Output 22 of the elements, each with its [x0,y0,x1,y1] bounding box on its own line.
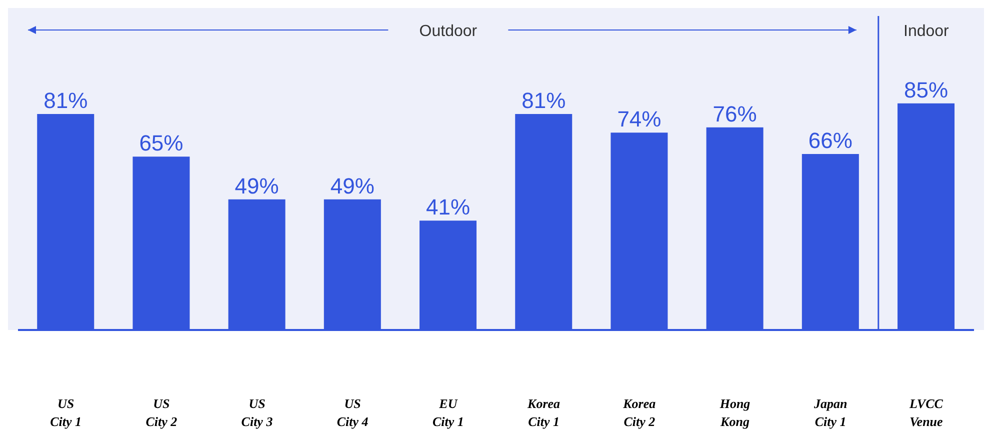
data-label: 66% [808,128,852,153]
x-tick-label: US City 3 [241,396,274,429]
data-label: 81% [522,88,566,113]
x-tick-label: US City 2 [146,396,178,429]
x-tick-label: US City 4 [336,396,369,429]
data-label: 76% [712,101,757,126]
x-tick-label: EU City 1 [432,396,464,429]
data-label: 81% [44,88,88,113]
x-tick-label: Korea City 1 [526,396,561,429]
data-label: 74% [617,106,662,132]
data-label: 49% [234,173,279,198]
data-label: 49% [330,173,374,198]
data-label: 41% [426,194,470,220]
x-tick-label: Korea City 2 [622,396,656,429]
text: Outdoor [419,23,478,40]
x-tick-label: US City 1 [50,396,82,429]
text: Indoor [904,23,950,40]
x-tick-label: Japan City 1 [812,396,848,429]
x-tick-label: Hong Kong [718,396,751,429]
data-label: 85% [904,77,948,102]
data-label: 65% [139,130,184,156]
x-tick-label: LVCC Venue [908,396,944,429]
